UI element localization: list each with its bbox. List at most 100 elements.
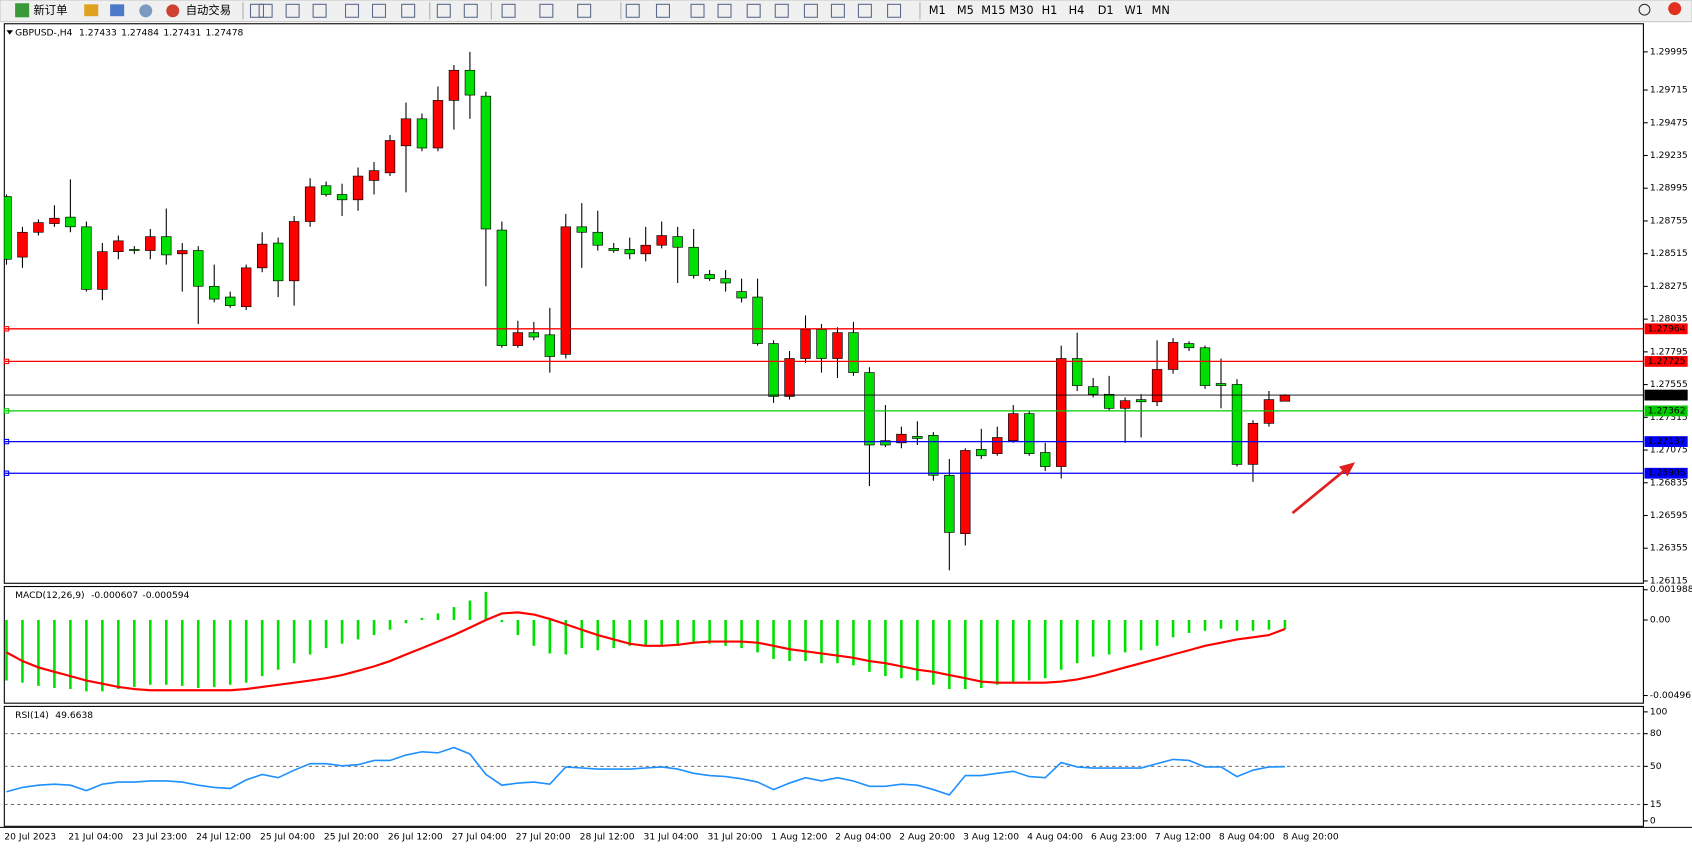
toolbar-icon[interactable] bbox=[717, 3, 732, 18]
candle-body bbox=[49, 217, 60, 224]
toolbar-icon[interactable] bbox=[830, 3, 845, 18]
candle-body bbox=[272, 242, 284, 282]
candle-body bbox=[1103, 393, 1115, 409]
x-tick-label: 28 Jul 12:00 bbox=[580, 832, 635, 843]
timeframe-button[interactable]: M30 bbox=[1009, 3, 1033, 17]
timeframe-button[interactable]: D1 bbox=[1098, 3, 1114, 17]
x-tick-label: 27 Jul 04:00 bbox=[452, 832, 507, 843]
price-level-handle bbox=[3, 326, 10, 332]
candle-body bbox=[704, 274, 715, 279]
new-order-button[interactable]: 新订单 bbox=[33, 3, 67, 17]
toolbar-icon[interactable] bbox=[857, 3, 872, 18]
price-level-handle bbox=[3, 358, 10, 365]
timeframe-button[interactable]: M1 bbox=[929, 3, 946, 17]
macd-bar bbox=[1283, 619, 1287, 630]
toolbar-icon[interactable] bbox=[371, 3, 387, 18]
toolbar-icon[interactable] bbox=[690, 3, 705, 18]
y-tick-label: 1.28035 bbox=[1650, 314, 1688, 325]
toolbar-icon[interactable] bbox=[625, 3, 640, 18]
toolbar-icon[interactable] bbox=[774, 3, 789, 18]
toolbar-icon[interactable] bbox=[577, 3, 592, 18]
price-level-tag bbox=[1644, 405, 1688, 417]
timeframe-button[interactable]: MN bbox=[1152, 3, 1170, 17]
toolbar-icon[interactable] bbox=[887, 3, 902, 18]
macd-bar bbox=[644, 619, 647, 646]
new-order-icon[interactable] bbox=[15, 3, 30, 18]
macd-bar bbox=[436, 613, 440, 620]
toolbar-icon[interactable] bbox=[139, 4, 153, 18]
candle-body bbox=[896, 433, 907, 444]
candle-body bbox=[368, 170, 380, 181]
macd-bar bbox=[612, 619, 616, 649]
x-tick-label: 1 Aug 12:00 bbox=[771, 832, 827, 843]
timeframe-button[interactable]: H4 bbox=[1069, 3, 1085, 17]
search-icon[interactable] bbox=[1638, 3, 1651, 16]
macd-bar bbox=[1027, 619, 1031, 681]
timeframe-button[interactable]: W1 bbox=[1125, 3, 1143, 17]
toolbar-icon[interactable] bbox=[463, 3, 478, 18]
macd-bar bbox=[1235, 619, 1239, 631]
toolbar-icon[interactable] bbox=[258, 3, 273, 18]
toolbar-icon[interactable] bbox=[401, 3, 416, 18]
toolbar-icon[interactable] bbox=[249, 3, 265, 18]
auto-trading-button[interactable]: 自动交易 bbox=[186, 3, 231, 17]
macd-bar bbox=[404, 619, 408, 624]
macd-bar bbox=[372, 619, 376, 636]
candle-body bbox=[864, 372, 875, 446]
notification-icon[interactable] bbox=[1668, 2, 1682, 16]
macd-bar bbox=[676, 619, 679, 646]
macd-bar bbox=[1059, 619, 1063, 670]
macd-bar bbox=[468, 600, 472, 620]
macd-bar bbox=[788, 619, 791, 662]
timeframe-button[interactable]: M5 bbox=[957, 3, 974, 17]
toolbar-icon[interactable] bbox=[746, 3, 761, 18]
toolbar-icon[interactable] bbox=[501, 3, 516, 18]
macd-bar bbox=[1171, 619, 1175, 638]
candle-body bbox=[352, 175, 364, 201]
macd-bar bbox=[500, 619, 504, 623]
toolbar-icon[interactable] bbox=[803, 3, 818, 18]
candle-body bbox=[512, 332, 524, 346]
toolbar-icon[interactable] bbox=[539, 3, 554, 18]
candle-body bbox=[448, 69, 460, 101]
toolbar-icon[interactable] bbox=[110, 4, 125, 17]
timeframe-button[interactable]: H1 bbox=[1042, 3, 1058, 17]
toolbar-icon[interactable] bbox=[655, 3, 670, 18]
toolbar-icon[interactable] bbox=[344, 3, 360, 18]
toolbar-icon[interactable] bbox=[312, 3, 327, 18]
macd-bar bbox=[117, 619, 120, 690]
title-value: 49.6638 bbox=[55, 710, 93, 721]
candle-body bbox=[784, 358, 795, 397]
toolbar-icon[interactable] bbox=[436, 3, 451, 18]
x-tick-label: 31 Jul 04:00 bbox=[644, 832, 699, 843]
price-level-handle bbox=[3, 470, 10, 476]
macd-bar bbox=[516, 619, 520, 636]
toolbar-icon[interactable] bbox=[84, 4, 99, 17]
x-tick-label: 24 Jul 12:00 bbox=[196, 832, 251, 843]
y-tick-label: 1.27555 bbox=[1650, 379, 1688, 390]
macd-bar bbox=[836, 619, 839, 664]
candle-body bbox=[1231, 384, 1243, 465]
candle-body bbox=[288, 221, 300, 282]
candle-body bbox=[256, 243, 268, 269]
candle-body bbox=[832, 332, 843, 359]
candle-body bbox=[1135, 399, 1147, 403]
annotation-arrow bbox=[1291, 462, 1356, 515]
timeframe-button[interactable]: M15 bbox=[981, 3, 1005, 17]
macd-bar bbox=[388, 619, 392, 630]
macd-bar bbox=[324, 619, 328, 649]
candle-body bbox=[608, 248, 619, 251]
indicator-line bbox=[6, 746, 1285, 796]
candle-body bbox=[416, 118, 428, 149]
candle-body bbox=[384, 140, 396, 174]
macd-bar bbox=[884, 619, 887, 677]
candle-body bbox=[1071, 358, 1083, 386]
toolbar-icon[interactable] bbox=[285, 3, 300, 18]
macd-bar bbox=[260, 619, 264, 677]
auto-trading-icon[interactable] bbox=[166, 4, 180, 18]
candle-body bbox=[1215, 383, 1227, 386]
macd-bar bbox=[5, 619, 8, 681]
candle-body bbox=[113, 240, 124, 252]
macd-bar bbox=[101, 619, 104, 692]
candle-body bbox=[17, 231, 28, 258]
